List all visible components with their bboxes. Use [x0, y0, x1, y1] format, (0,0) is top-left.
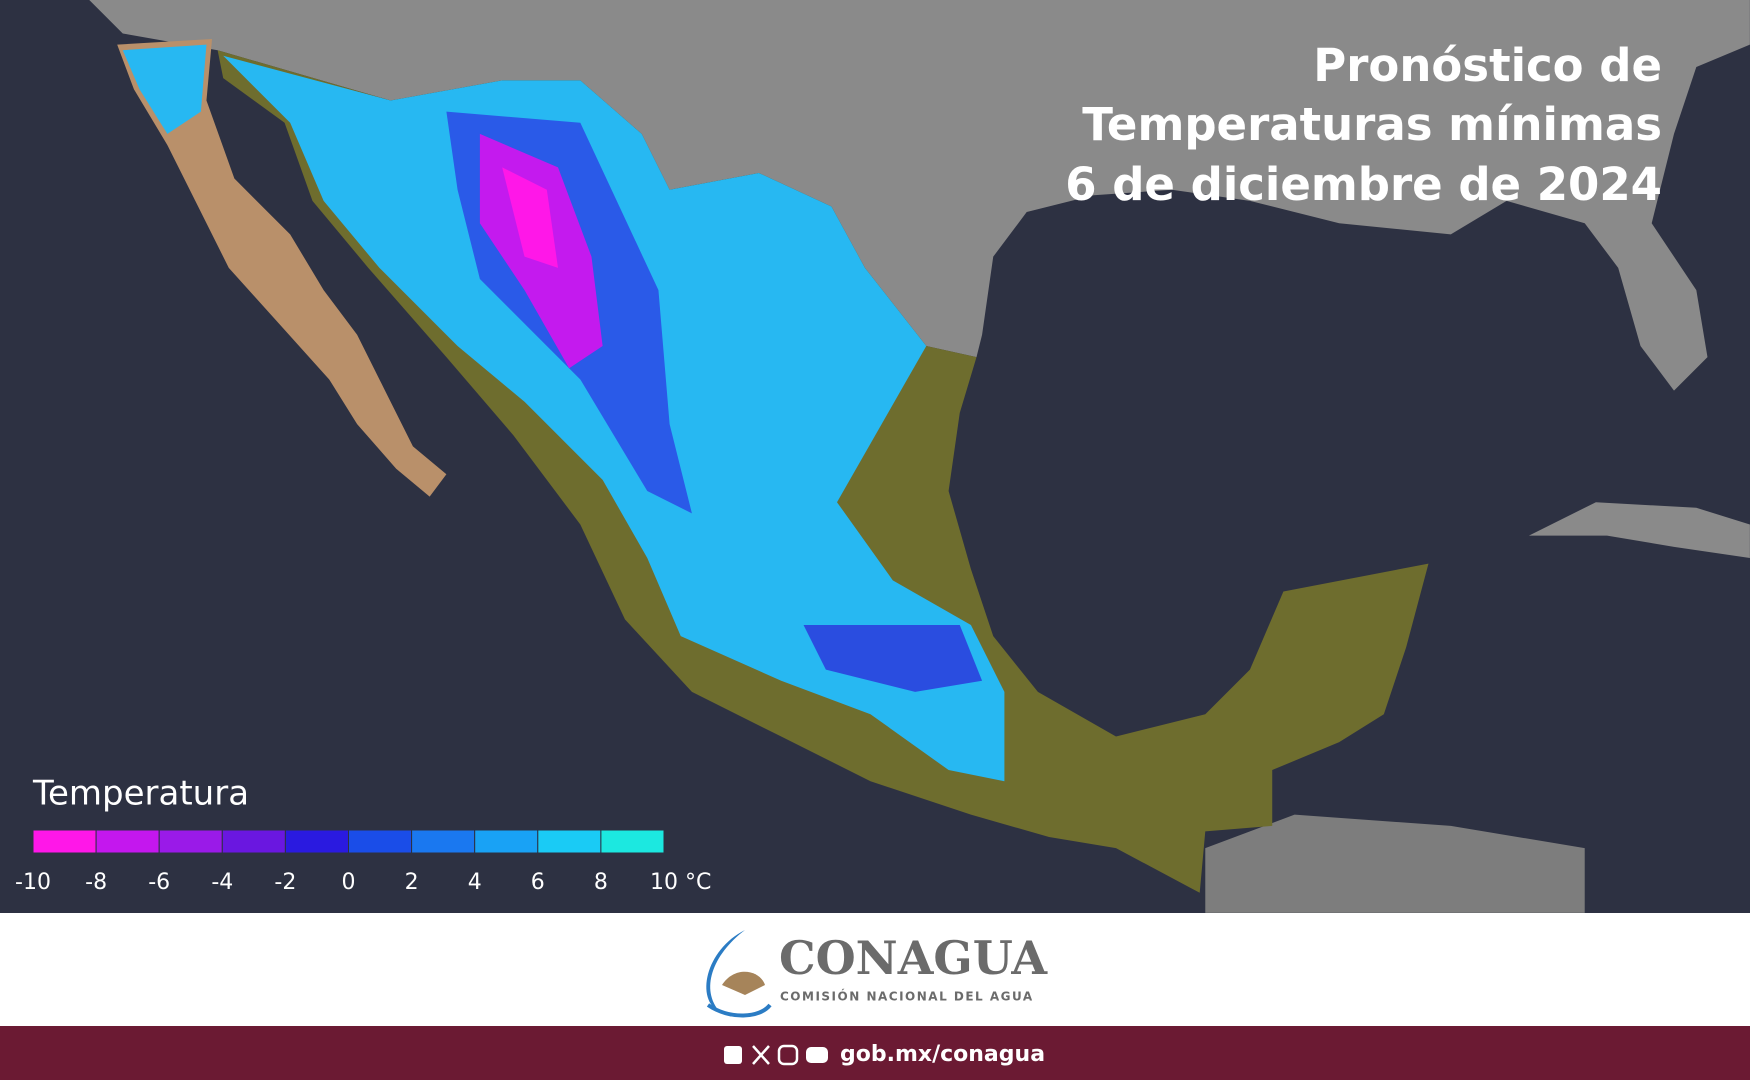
title-line: Temperaturas mínimas	[1082, 98, 1662, 151]
freezing-peak	[502, 167, 558, 268]
footer-url[interactable]: gob.mx/conagua	[840, 1042, 1045, 1067]
baja-california	[117, 39, 447, 497]
north-america-land	[89, 0, 1750, 391]
central-america	[1205, 814, 1585, 913]
legend-swatch	[95, 829, 160, 854]
legend-tick-label: 6	[531, 870, 545, 895]
logo-mark	[706, 930, 772, 1018]
title-line: Pronóstico de	[1313, 39, 1662, 92]
legend-title: Temperatura	[32, 774, 249, 814]
legend-tick-label: 8	[594, 870, 608, 895]
legend-swatch	[474, 829, 539, 854]
facebook-icon[interactable]	[724, 1046, 742, 1064]
social-icons	[724, 1044, 828, 1066]
legend-swatch	[411, 829, 476, 854]
legend-swatch	[158, 829, 223, 854]
legend-swatch	[537, 829, 602, 854]
legend-tick-label: -4	[211, 870, 233, 895]
legend-swatch	[221, 829, 286, 854]
logo-name: CONAGUA	[779, 931, 1048, 985]
youtube-icon[interactable]	[806, 1047, 828, 1063]
title-line: 6 de diciembre de 2024	[1065, 158, 1662, 211]
x-icon[interactable]	[752, 1045, 770, 1065]
legend-swatch	[600, 829, 665, 854]
legend-tick-label: -2	[274, 870, 296, 895]
cold-area-baja	[122, 44, 207, 134]
logo-subtitle: COMISIÓN NACIONAL DEL AGUA	[780, 989, 1034, 1004]
footer	[0, 1026, 1750, 1080]
legend: -10 -8 -6 -4 -2 0 2 4 6 8 10 °C	[15, 829, 711, 895]
legend-swatch	[32, 829, 97, 854]
legend-tick-label: 4	[468, 870, 482, 895]
logo-band	[0, 913, 1750, 1026]
legend-tick-label: -10	[15, 870, 51, 895]
cuba	[1528, 502, 1750, 558]
legend-swatch	[348, 829, 413, 854]
map	[89, 0, 1750, 913]
instagram-icon[interactable]	[777, 1044, 799, 1066]
legend-tick-label: 0	[342, 870, 356, 895]
legend-tick-label: 2	[405, 870, 419, 895]
legend-tick-label: 10 °C	[650, 870, 711, 895]
legend-tick-label: -6	[148, 870, 170, 895]
legend-tick-label: -8	[85, 870, 107, 895]
cold-core-south	[803, 624, 983, 692]
legend-swatch	[284, 829, 349, 854]
